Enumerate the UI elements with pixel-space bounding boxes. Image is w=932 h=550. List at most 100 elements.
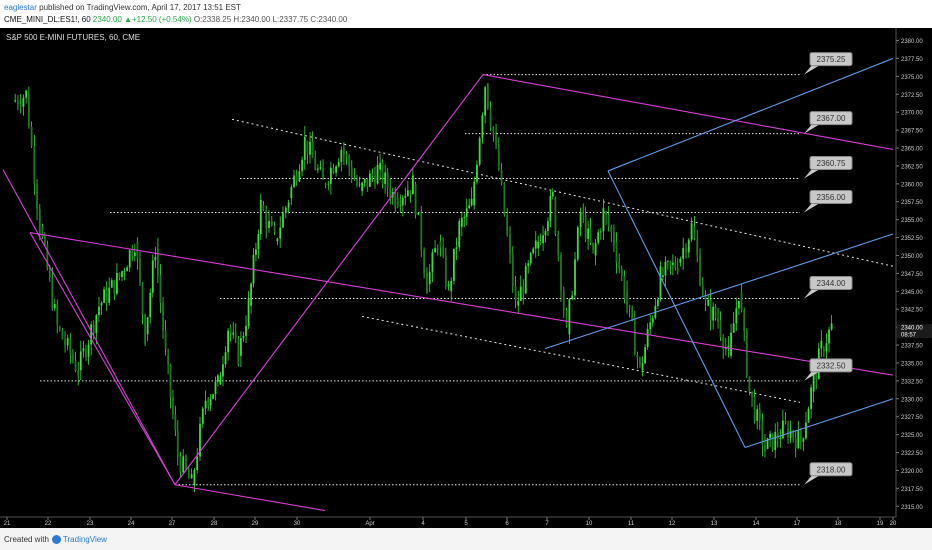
candle-body — [66, 338, 69, 346]
candle-body — [727, 345, 730, 348]
candle-body — [144, 314, 146, 344]
candle-body — [401, 197, 404, 206]
candle-body — [592, 242, 594, 250]
time-tick-label: 5 — [464, 521, 468, 527]
level-label-box — [809, 275, 853, 290]
price-tick-label: 2375.00 — [901, 75, 923, 81]
candle-body — [149, 292, 152, 318]
candle-body — [201, 408, 204, 424]
candle-body — [753, 396, 756, 422]
candle-body — [613, 232, 615, 246]
level-label-box — [809, 358, 853, 373]
candle-body — [85, 348, 87, 357]
footer-credit[interactable]: Created with TradingView — [4, 535, 107, 545]
dashed-trend-line — [361, 315, 801, 403]
candle-body — [240, 338, 242, 356]
candle-body — [343, 148, 345, 156]
candle-body — [738, 301, 740, 309]
candle-body — [646, 329, 649, 348]
candle-body — [486, 83, 489, 109]
current-price-label: 2340.00 — [901, 326, 923, 332]
tradingview-brand[interactable]: TradingView — [62, 535, 107, 545]
candle-body — [444, 255, 447, 287]
magenta-trend-line — [29, 232, 894, 376]
candle-body — [771, 433, 774, 450]
candle-body — [434, 248, 436, 253]
candle-body — [671, 262, 674, 265]
candle-body — [287, 202, 290, 208]
candle-body — [685, 248, 687, 253]
candle-body — [631, 307, 634, 320]
candle-body — [384, 172, 387, 184]
candle-body — [356, 179, 358, 185]
candle-body — [669, 261, 672, 265]
candle-body — [450, 280, 453, 292]
candle-body — [247, 298, 250, 326]
candle-body — [396, 198, 399, 206]
candle-body — [174, 414, 177, 431]
candle-body — [237, 338, 240, 366]
candle-body — [126, 267, 129, 272]
candle-body — [458, 220, 461, 248]
candle-body — [217, 375, 219, 382]
candle-body — [420, 212, 423, 251]
candle-body — [623, 275, 626, 299]
candle-body — [687, 239, 690, 253]
candle-body — [316, 168, 319, 170]
candle-body — [358, 184, 361, 186]
candle-body — [761, 420, 764, 446]
candle-body — [169, 364, 172, 398]
publisher-name[interactable]: eaglestar — [4, 3, 37, 12]
price-tick-label: 2335.00 — [901, 361, 923, 367]
candle-body — [319, 167, 322, 169]
time-tick-label: 20 — [890, 521, 897, 527]
candle-body — [519, 286, 522, 301]
candle-body — [426, 272, 428, 294]
candle-body — [141, 282, 144, 315]
candle-body — [574, 259, 576, 296]
candle-body — [72, 354, 74, 361]
candle-body — [690, 223, 693, 240]
candle-body — [766, 438, 769, 449]
candle-body — [620, 268, 623, 276]
candle-body — [259, 199, 262, 235]
candle-body — [268, 221, 270, 228]
candle-body — [139, 258, 141, 283]
candle-body — [58, 327, 61, 330]
candle-body — [179, 456, 182, 473]
price-tick-label: 2370.00 — [901, 111, 923, 117]
time-axis: 21 22 23 24 27 28 29 30 Apr 4 5 6 7 10 11 12 13 14 17 18 19 2… — [0, 516, 897, 527]
candle-body — [234, 332, 237, 339]
candle-body — [639, 357, 641, 365]
candle-body — [506, 215, 509, 235]
candle-body — [242, 335, 245, 339]
candle-body — [615, 241, 618, 263]
footer-bar — [0, 528, 932, 550]
candle-body — [807, 408, 810, 423]
candle-body — [511, 253, 514, 287]
candle-body — [509, 234, 511, 254]
blue-trend-line — [544, 233, 894, 350]
candle-body — [368, 173, 371, 187]
tradingview-logo-icon — [51, 535, 61, 544]
candle-body — [481, 115, 484, 139]
candle-body — [167, 355, 169, 365]
candle-body — [719, 319, 722, 338]
candle-body — [270, 221, 273, 226]
candle-body — [245, 325, 247, 336]
price-change: ▲+12.50 (+0.54%) — [124, 15, 192, 24]
candle-body — [587, 228, 590, 239]
magenta-pitchfork — [2, 74, 894, 512]
candle-body — [350, 167, 353, 179]
price-tick-label: 2327.50 — [901, 415, 923, 421]
candle-body — [641, 363, 644, 371]
candle-body — [110, 280, 113, 288]
candle-body — [399, 205, 402, 207]
candle-body — [190, 474, 193, 479]
symbol-line: CME_MINI_DL:ES1!, 60 2340.00 ▲+12.50 (+0… — [4, 15, 347, 24]
level-label-text: 2332.50 — [817, 361, 846, 370]
candle-body — [48, 268, 51, 278]
candle-body — [61, 329, 64, 340]
candle-body — [442, 247, 445, 256]
